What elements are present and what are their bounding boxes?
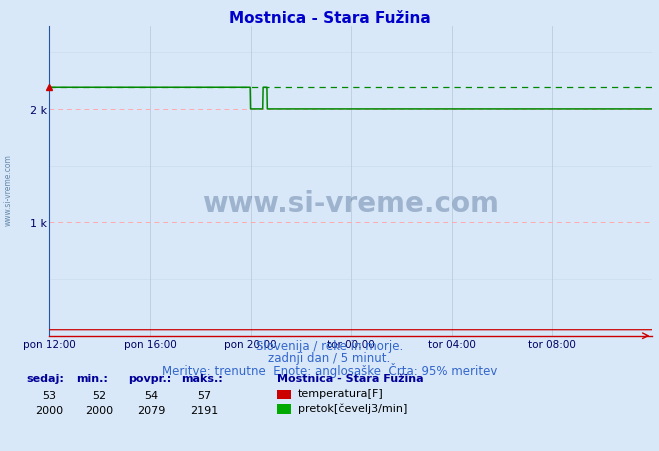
Text: www.si-vreme.com: www.si-vreme.com — [4, 153, 13, 226]
Text: 2191: 2191 — [190, 405, 218, 414]
Text: 2000: 2000 — [36, 405, 63, 414]
Text: pretok[čevelj3/min]: pretok[čevelj3/min] — [298, 402, 407, 413]
Text: 52: 52 — [92, 390, 106, 400]
Text: 53: 53 — [42, 390, 57, 400]
Text: povpr.:: povpr.: — [129, 373, 172, 383]
Text: 54: 54 — [144, 390, 159, 400]
Text: Meritve: trenutne  Enote: anglosaške  Črta: 95% meritev: Meritve: trenutne Enote: anglosaške Črta… — [162, 363, 497, 377]
Text: Slovenija / reke in morje.: Slovenija / reke in morje. — [256, 339, 403, 352]
Text: Mostnica - Stara Fužina: Mostnica - Stara Fužina — [229, 11, 430, 26]
Text: www.si-vreme.com: www.si-vreme.com — [202, 189, 500, 217]
Text: temperatura[F]: temperatura[F] — [298, 388, 384, 398]
Text: 57: 57 — [197, 390, 212, 400]
Text: maks.:: maks.: — [181, 373, 223, 383]
Text: 2000: 2000 — [85, 405, 113, 414]
Text: zadnji dan / 5 minut.: zadnji dan / 5 minut. — [268, 351, 391, 364]
Text: min.:: min.: — [76, 373, 107, 383]
Text: sedaj:: sedaj: — [26, 373, 64, 383]
Text: Mostnica - Stara Fužina: Mostnica - Stara Fužina — [277, 373, 423, 383]
Text: 2079: 2079 — [137, 405, 166, 414]
